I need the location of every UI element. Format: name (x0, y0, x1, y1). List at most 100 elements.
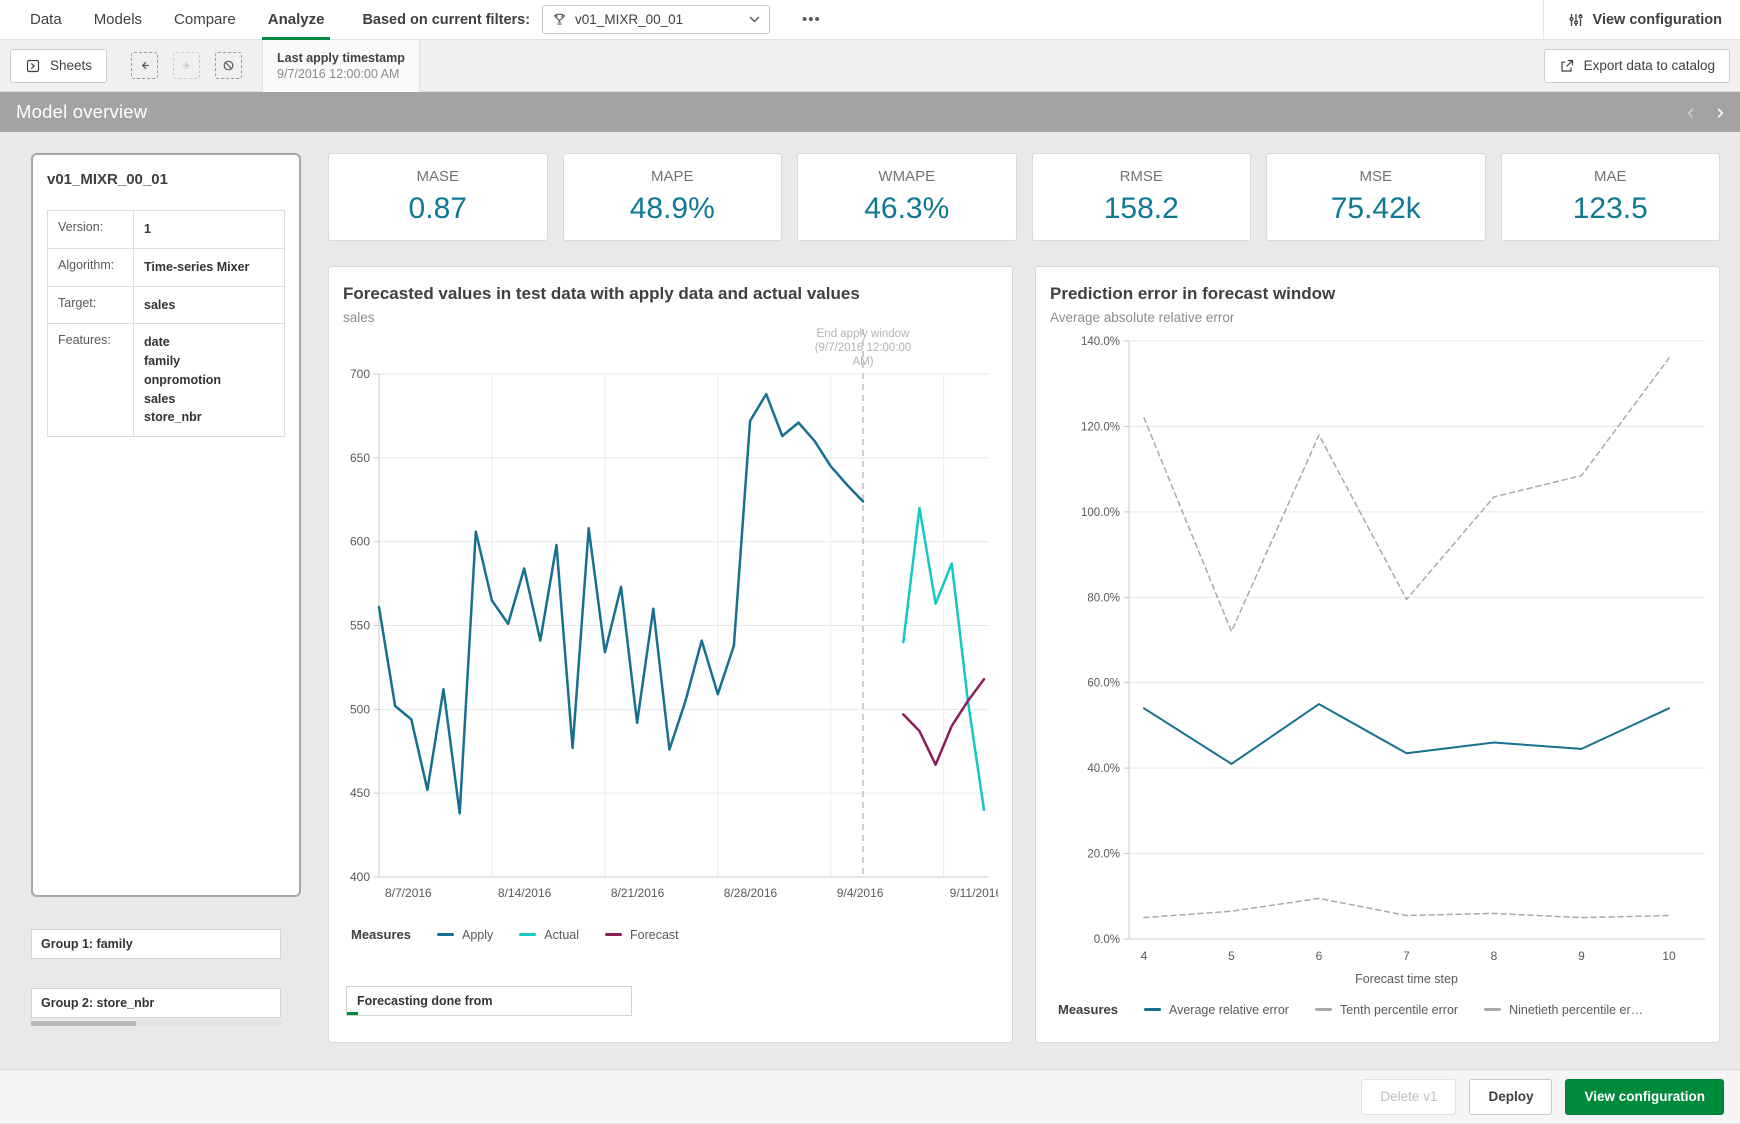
legend-item-tenth-percentile[interactable]: Tenth percentile error (1315, 1003, 1458, 1017)
model-select-dropdown[interactable]: v01_MIXR_00_01 (542, 5, 770, 34)
sheets-icon (25, 58, 41, 74)
kpi-mape: MAPE 48.9% (563, 153, 783, 241)
content-area: v01_MIXR_00_01 Version: 1 Algorithm: Tim… (0, 132, 1740, 1069)
group1-listbox[interactable]: Group 1: family (31, 929, 281, 959)
kpi-row: MASE 0.87 MAPE 48.9% WMAPE 46.3% RMSE 15… (328, 153, 1720, 241)
view-configuration-nav-label: View configuration (1593, 12, 1722, 28)
svg-text:7: 7 (1403, 949, 1410, 963)
kpi-label: RMSE (1120, 168, 1163, 185)
legend-label: Actual (544, 928, 579, 942)
feature-item: family (144, 352, 274, 371)
svg-text:9/4/2016: 9/4/2016 (837, 886, 884, 900)
delete-version-button[interactable]: Delete v1 (1361, 1079, 1456, 1115)
prediction-error-line-chart[interactable]: 140.0%120.0%100.0%80.0%60.0%40.0%20.0%0.… (1050, 325, 1705, 989)
spec-label: Target: (48, 286, 134, 324)
spec-label: Version: (48, 211, 134, 249)
legend-title: Measures (351, 927, 411, 942)
legend-label: Forecast (630, 928, 679, 942)
model-summary-card[interactable]: v01_MIXR_00_01 Version: 1 Algorithm: Tim… (31, 153, 301, 897)
kpi-rmse: RMSE 158.2 (1032, 153, 1252, 241)
tab-models[interactable]: Models (78, 0, 158, 40)
progress-tick (347, 1012, 358, 1015)
step-forward-selection-button[interactable] (173, 52, 200, 79)
group2-scrollbar[interactable] (31, 1021, 281, 1026)
spec-value: 1 (134, 211, 285, 249)
kpi-value: 48.9% (630, 192, 715, 226)
export-data-button[interactable]: Export data to catalog (1544, 49, 1730, 83)
svg-text:700: 700 (350, 367, 370, 381)
group1-label: Group 1: family (41, 937, 133, 951)
group2-label: Group 2: store_nbr (41, 996, 154, 1010)
last-apply-label: Last apply timestamp (277, 51, 405, 65)
kpi-label: WMAPE (878, 168, 935, 185)
feature-item: sales (144, 390, 274, 409)
toolbar: Sheets Last apply timestamp 9/7/2016 12:… (0, 40, 1740, 92)
previous-sheet-icon[interactable]: ‹ (1687, 101, 1695, 123)
step-back-selection-button[interactable] (131, 52, 158, 79)
legend-item-forecast[interactable]: Forecast (605, 928, 679, 942)
group2-listbox[interactable]: Group 2: store_nbr (31, 988, 281, 1018)
kpi-mse: MSE 75.42k (1266, 153, 1486, 241)
export-label: Export data to catalog (1584, 58, 1715, 73)
average-error-swatch (1144, 1008, 1161, 1011)
filter-label: Based on current filters: (362, 12, 530, 28)
forecast-line-chart[interactable]: 7006506005505004504008/7/20168/14/20168/… (343, 325, 998, 900)
more-options-button[interactable]: ••• (794, 7, 829, 32)
forecast-chart-card: Forecasted values in test data with appl… (328, 266, 1013, 1043)
forecast-chart-legend: Measures Apply Actual Forecast (351, 927, 998, 942)
view-configuration-nav-button[interactable]: View configuration (1543, 0, 1740, 40)
svg-text:600: 600 (350, 535, 370, 549)
legend-label: Average relative error (1169, 1003, 1289, 1017)
next-sheet-icon[interactable]: › (1716, 101, 1724, 123)
model-spec-table: Version: 1 Algorithm: Time-series Mixer … (47, 210, 285, 437)
svg-text:6: 6 (1316, 949, 1323, 963)
svg-text:40.0%: 40.0% (1087, 763, 1120, 775)
view-configuration-button[interactable]: View configuration (1565, 1079, 1724, 1115)
svg-text:8/28/2016: 8/28/2016 (724, 886, 778, 900)
svg-text:AM): AM) (852, 356, 873, 368)
sheet-title-band: Model overview ‹ › (0, 92, 1740, 132)
prediction-error-subtitle: Average absolute relative error (1050, 310, 1705, 325)
svg-text:Forecast time step: Forecast time step (1355, 972, 1458, 986)
table-row: Features: date family onpromotion sales … (48, 324, 285, 437)
legend-item-actual[interactable]: Actual (519, 928, 579, 942)
legend-label: Apply (462, 928, 493, 942)
sliders-icon (1568, 12, 1584, 28)
prediction-error-title: Prediction error in forecast window (1050, 284, 1705, 304)
svg-text:60.0%: 60.0% (1087, 678, 1120, 690)
svg-text:9/11/2016: 9/11/2016 (950, 886, 998, 900)
kpi-label: MSE (1359, 168, 1392, 185)
svg-text:550: 550 (350, 619, 370, 633)
kpi-wmape: WMAPE 46.3% (797, 153, 1017, 241)
svg-text:20.0%: 20.0% (1087, 849, 1120, 861)
spec-value: Time-series Mixer (134, 248, 285, 286)
selection-tools (131, 52, 242, 79)
svg-text:8/21/2016: 8/21/2016 (611, 886, 665, 900)
left-panel: v01_MIXR_00_01 Version: 1 Algorithm: Tim… (0, 132, 316, 1069)
legend-item-ninetieth-percentile[interactable]: Ninetieth percentile er… (1484, 1003, 1643, 1017)
tab-compare[interactable]: Compare (158, 0, 252, 40)
prediction-error-legend: Measures Average relative error Tenth pe… (1058, 1002, 1705, 1017)
svg-text:100.0%: 100.0% (1081, 507, 1120, 519)
table-row: Target: sales (48, 286, 285, 324)
svg-text:9: 9 (1578, 949, 1585, 963)
export-icon (1559, 58, 1575, 74)
forecasting-done-from-input[interactable]: Forecasting done from (346, 986, 632, 1016)
apply-swatch (437, 933, 454, 936)
clear-selections-button[interactable] (215, 52, 242, 79)
svg-text:8/7/2016: 8/7/2016 (385, 886, 432, 900)
svg-text:400: 400 (350, 870, 370, 884)
legend-item-average-relative-error[interactable]: Average relative error (1144, 1003, 1289, 1017)
svg-text:10: 10 (1662, 949, 1676, 963)
tab-data[interactable]: Data (14, 0, 78, 40)
sheets-button[interactable]: Sheets (10, 49, 107, 83)
feature-item: store_nbr (144, 408, 274, 427)
svg-text:500: 500 (350, 702, 370, 716)
legend-item-apply[interactable]: Apply (437, 928, 493, 942)
kpi-value: 46.3% (864, 192, 949, 226)
deploy-button[interactable]: Deploy (1469, 1079, 1552, 1115)
tab-analyze[interactable]: Analyze (252, 0, 341, 40)
kpi-value: 123.5 (1573, 192, 1648, 226)
forecast-chart-subtitle: sales (343, 310, 998, 325)
legend-label: Tenth percentile error (1340, 1003, 1458, 1017)
